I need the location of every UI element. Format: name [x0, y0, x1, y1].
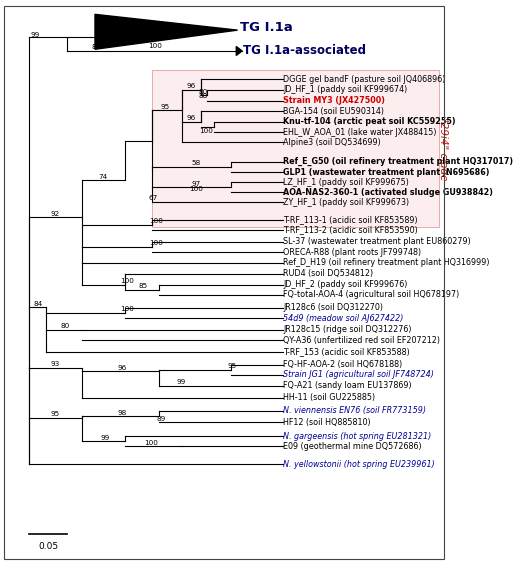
Text: 54d9 (meadow soil AJ627422): 54d9 (meadow soil AJ627422): [283, 314, 403, 323]
Text: T-RF_113-2 (acidic soil KF853590): T-RF_113-2 (acidic soil KF853590): [283, 226, 418, 234]
Text: N. yellowstonii (hot spring EU239961): N. yellowstonii (hot spring EU239961): [283, 460, 435, 469]
Text: JD_HF_1 (paddy soil KF999674): JD_HF_1 (paddy soil KF999674): [283, 85, 407, 95]
Text: Alpine3 (soil DQ534699): Alpine3 (soil DQ534699): [283, 138, 381, 147]
Bar: [152, 70, 439, 226]
Polygon shape: [95, 14, 238, 49]
Text: Strain JG1 (agricultural soil JF748724): Strain JG1 (agricultural soil JF748724): [283, 370, 434, 379]
Text: RUD4 (soil DQ534812): RUD4 (soil DQ534812): [283, 269, 373, 278]
Text: 100: 100: [120, 306, 135, 312]
Text: 100: 100: [199, 128, 213, 134]
Text: N. gargeensis (hot spring EU281321): N. gargeensis (hot spring EU281321): [283, 432, 431, 441]
Text: 67: 67: [148, 195, 157, 201]
Text: 100: 100: [148, 43, 162, 49]
Text: 100: 100: [149, 241, 163, 246]
Text: 84: 84: [33, 301, 43, 307]
Text: 99: 99: [100, 435, 109, 441]
Text: JR128c6 (soil DQ312270): JR128c6 (soil DQ312270): [283, 303, 383, 312]
Text: "29i4" clade: "29i4" clade: [438, 117, 448, 180]
Text: 58: 58: [191, 160, 200, 166]
Text: N. viennensis EN76 (soil FR773159): N. viennensis EN76 (soil FR773159): [283, 406, 426, 415]
Text: 99: 99: [30, 32, 40, 38]
Text: 100: 100: [120, 278, 135, 284]
Text: JR128c15 (ridge soil DQ312276): JR128c15 (ridge soil DQ312276): [283, 325, 411, 335]
Text: HF12 (soil HQ885810): HF12 (soil HQ885810): [283, 418, 371, 427]
Text: JD_HF_2 (paddy soil KF999676): JD_HF_2 (paddy soil KF999676): [283, 280, 408, 289]
Text: LZ_HF_1 (paddy soil KF999675): LZ_HF_1 (paddy soil KF999675): [283, 178, 409, 187]
Text: 74: 74: [98, 174, 108, 180]
Text: Knu-tf-104 (arctic peat soil KC559255): Knu-tf-104 (arctic peat soil KC559255): [283, 117, 456, 126]
Text: BGA-154 (soil EU590314): BGA-154 (soil EU590314): [283, 107, 384, 115]
Text: Strain MY3 (JX427500): Strain MY3 (JX427500): [283, 96, 385, 105]
Text: 96: 96: [186, 83, 195, 89]
Text: 96: 96: [186, 115, 195, 121]
Text: 95: 95: [161, 104, 170, 110]
Text: 100: 100: [144, 440, 158, 446]
Text: AOA-NAS2-360-1 (activated sludge GU938842): AOA-NAS2-360-1 (activated sludge GU93884…: [283, 188, 493, 197]
Text: 88: 88: [92, 44, 101, 50]
Text: T-RF_113-1 (acidic soil KF853589): T-RF_113-1 (acidic soil KF853589): [283, 216, 418, 225]
Text: 92: 92: [50, 211, 60, 217]
Text: 0.05: 0.05: [38, 542, 58, 551]
Text: ZY_HF_1 (paddy soil KF999673): ZY_HF_1 (paddy soil KF999673): [283, 198, 409, 207]
Text: EHL_W_AOA_01 (lake water JX488415): EHL_W_AOA_01 (lake water JX488415): [283, 127, 437, 136]
Text: 80: 80: [199, 89, 208, 95]
Text: TG I.1a-associated: TG I.1a-associated: [243, 45, 366, 58]
Text: QY-A36 (unfertilized red soil EF207212): QY-A36 (unfertilized red soil EF207212): [283, 336, 440, 345]
Text: 100: 100: [149, 218, 163, 225]
Text: ORECA-R88 (plant roots JF799748): ORECA-R88 (plant roots JF799748): [283, 247, 421, 256]
Text: HH-11 (soil GU225885): HH-11 (soil GU225885): [283, 393, 375, 402]
Text: T-RF_153 (acidic soil KF853588): T-RF_153 (acidic soil KF853588): [283, 347, 410, 356]
Text: TG I.1a: TG I.1a: [240, 22, 293, 35]
Text: 85: 85: [138, 283, 148, 289]
Text: Ref_E_G50 (oil refinery treatment plant HQ317017): Ref_E_G50 (oil refinery treatment plant …: [283, 157, 513, 166]
Text: FQ-HF-AOA-2 (soil HQ678188): FQ-HF-AOA-2 (soil HQ678188): [283, 360, 402, 369]
Text: 97: 97: [191, 181, 200, 187]
Text: E09 (geothermal mine DQ572686): E09 (geothermal mine DQ572686): [283, 442, 422, 451]
Text: Ref_D_H19 (oil refinery treatment plant HQ316999): Ref_D_H19 (oil refinery treatment plant …: [283, 258, 489, 267]
Text: 93: 93: [50, 362, 60, 367]
Text: 80: 80: [60, 323, 69, 329]
Text: 99: 99: [176, 379, 186, 385]
Text: SL-37 (wastewater treatment plant EU860279): SL-37 (wastewater treatment plant EU8602…: [283, 237, 471, 246]
Text: FQ-A21 (sandy loam EU137869): FQ-A21 (sandy loam EU137869): [283, 381, 412, 390]
Text: 88: 88: [198, 93, 208, 99]
Text: 96: 96: [118, 365, 127, 371]
Text: 95: 95: [50, 411, 60, 417]
Text: DGGE gel bandF (pasture soil JQ406896): DGGE gel bandF (pasture soil JQ406896): [283, 75, 446, 84]
Text: 100: 100: [189, 186, 203, 192]
Text: FQ-total-AOA-4 (agricultural soil HQ678197): FQ-total-AOA-4 (agricultural soil HQ6781…: [283, 290, 459, 299]
Text: GLP1 (wastewater treatment plant JN695686): GLP1 (wastewater treatment plant JN69568…: [283, 168, 489, 177]
Text: 89: 89: [156, 415, 166, 422]
Polygon shape: [236, 46, 242, 55]
Text: 98: 98: [118, 410, 127, 416]
Text: 95: 95: [228, 363, 237, 369]
